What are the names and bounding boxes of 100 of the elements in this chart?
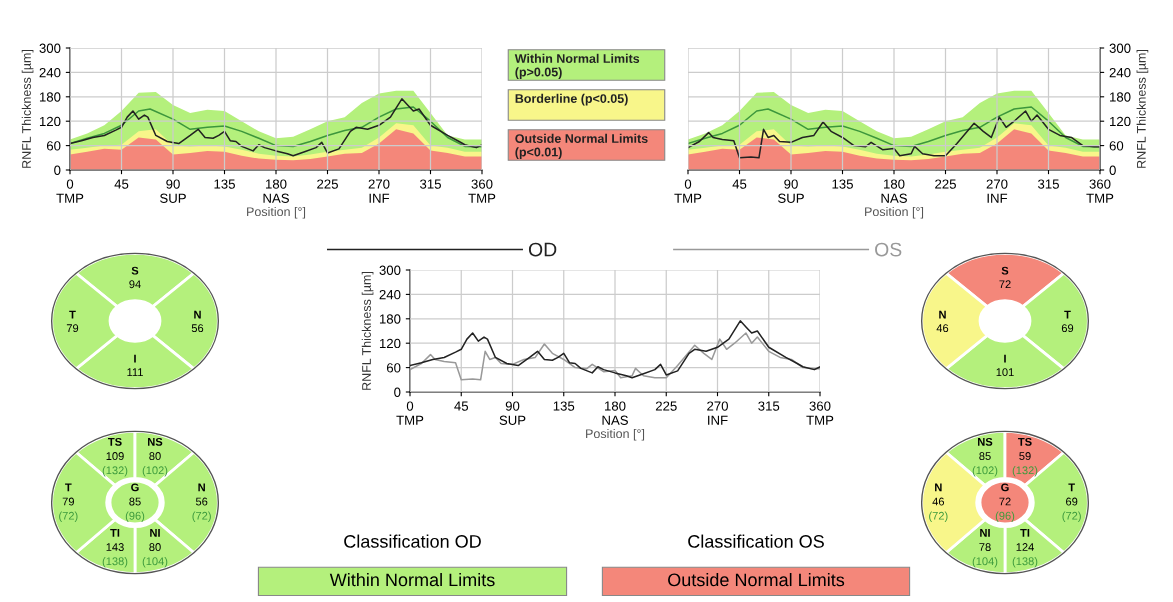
y2-tick-label: 300 [1109, 43, 1131, 53]
x-tick-label: 360 TMP [806, 401, 834, 425]
text: (132) [102, 466, 128, 477]
category-label: N [194, 310, 201, 319]
data-label: 85 [979, 452, 991, 460]
y-tick-label: 240 [379, 289, 401, 300]
category-label: NI [980, 529, 990, 537]
text: (72) [59, 511, 78, 522]
text: (72) [192, 511, 211, 522]
category-label: T [65, 483, 72, 492]
x-axis-title: Position [°] [586, 428, 645, 441]
x-tick-label: 0 TMP [396, 401, 424, 425]
x-tick-label: 45 [732, 179, 747, 189]
x-tick-label: 135 [832, 179, 853, 189]
x-tick-label: 360 TMP [468, 179, 496, 203]
text: Classification OD [344, 534, 481, 548]
y-tick-label: 300 [39, 43, 61, 53]
category-label: TI [1020, 529, 1030, 537]
data-label: 94 [129, 280, 141, 289]
category-label: Within Normal Limits [329, 572, 495, 587]
category-label: TS [1018, 437, 1032, 446]
text: OS [875, 242, 902, 257]
text: Classification OS [688, 534, 824, 548]
category-label: NS [148, 437, 163, 446]
category-label: Within Normal Limits (p>0.05) [514, 53, 640, 79]
category-label: G [1001, 483, 1009, 492]
text: (104) [972, 557, 998, 568]
y2-tick-label: 120 [1110, 116, 1131, 127]
line-series [410, 332, 820, 381]
data-label: 69 [1066, 497, 1078, 506]
x-tick-label: 315 [758, 401, 780, 411]
category-label: N [198, 483, 205, 492]
x-tick-label: 135 [214, 179, 235, 189]
data-label: 143 [106, 543, 124, 551]
data-label: 101 [996, 368, 1014, 377]
data-label: 80 [149, 452, 161, 460]
x-tick-label: 315 [1038, 179, 1059, 189]
line-series [688, 110, 1100, 159]
data-label: 79 [66, 324, 79, 333]
x-tick-label: 90 SUP [778, 179, 804, 203]
data-label: 72 [999, 497, 1011, 506]
x-tick-label: 180 NAS [602, 401, 628, 425]
text: (72) [1062, 511, 1081, 522]
y2-tick-label: 240 [1109, 67, 1131, 78]
category-label: NS [978, 437, 993, 446]
y-tick-label: 60 [386, 363, 401, 373]
category-label: Outside Normal Limits [668, 572, 845, 587]
x-tick-label: 180 NAS [263, 179, 289, 203]
category-label: NI [150, 529, 160, 537]
category-label: N [935, 483, 942, 492]
data-label: 85 [129, 497, 141, 506]
data-label: 80 [149, 543, 161, 551]
y-axis-title: RNFL Thickness [µm] [361, 272, 374, 390]
x-tick-label: 315 [420, 179, 441, 189]
x-tick-label: 360 TMP [1086, 179, 1114, 203]
text: (138) [102, 557, 128, 568]
data-label: 56 [191, 324, 204, 333]
data-label: 124 [1016, 543, 1034, 551]
x-tick-label: 270 INF [707, 401, 728, 425]
x-tick-label: 90 SUP [499, 401, 526, 425]
x-tick-label: 45 [454, 401, 469, 411]
x-tick-label: 45 [114, 179, 129, 189]
y-tick-label: 120 [39, 116, 61, 127]
line-series [410, 320, 820, 379]
text: (72) [929, 511, 948, 522]
data-label: 46 [932, 497, 945, 506]
y-tick-label: 120 [379, 338, 401, 349]
y-tick-label: 240 [39, 67, 61, 78]
x-tick-label: 270 INF [368, 179, 390, 203]
y-tick-label: 180 [39, 92, 61, 102]
category-label: Outside Normal Limits (p<0.01) [515, 133, 648, 159]
line-series [70, 98, 482, 157]
category-label: Borderline (p<0.05) [515, 93, 628, 106]
data-label: 69 [1061, 324, 1074, 333]
text: (104) [142, 557, 168, 568]
x-tick-label: 90 SUP [160, 179, 186, 203]
category-label: TS [108, 437, 122, 446]
category-label: I [134, 354, 136, 363]
y-tick-label: 60 [46, 141, 61, 151]
data-label: 72 [999, 280, 1011, 289]
x-tick-label: 0 TMP [56, 179, 84, 203]
x-tick-label: 180 NAS [881, 179, 907, 203]
x-tick-label: 225 [317, 179, 338, 189]
y-tick-label: 0 [394, 387, 401, 397]
x-tick-label: 225 [935, 179, 956, 189]
y2-axis-title: RNFL Thickness [µm] [1136, 50, 1149, 168]
x-tick-label: 270 INF [986, 179, 1008, 203]
text: (102) [972, 466, 998, 477]
category-label: S [1001, 266, 1009, 275]
y2-tick-label: 180 [1110, 92, 1131, 102]
y-tick-label: 300 [379, 265, 401, 275]
y2-tick-label: 60 [1109, 141, 1124, 151]
y-tick-label: 180 [379, 314, 401, 324]
data-label: 109 [106, 452, 124, 460]
text: (132) [1012, 466, 1038, 477]
data-label: 56 [195, 497, 208, 506]
x-tick-label: 0 TMP [674, 179, 702, 203]
data-label: 46 [936, 324, 949, 333]
text: (138) [1012, 557, 1038, 568]
text: (102) [142, 466, 168, 477]
